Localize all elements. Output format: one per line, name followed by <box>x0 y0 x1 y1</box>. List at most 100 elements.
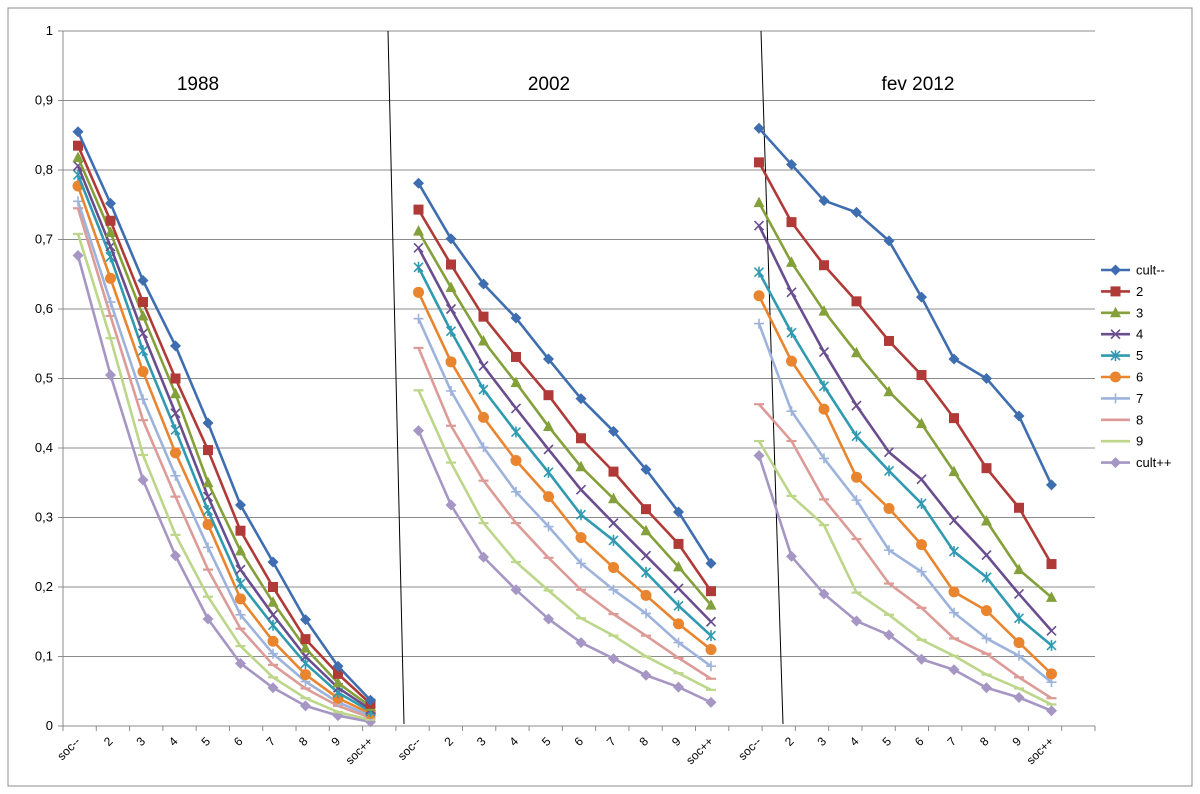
data-point <box>300 614 311 626</box>
series-9 <box>413 425 717 708</box>
series-7 <box>754 403 1057 700</box>
data-point <box>170 340 181 352</box>
data-point <box>705 557 717 569</box>
data-point <box>446 259 456 270</box>
y-tick-label: 0,3 <box>35 510 53 525</box>
data-point <box>72 249 84 261</box>
data-point <box>413 242 424 253</box>
series-8 <box>413 389 716 692</box>
data-point <box>575 532 587 544</box>
series-line <box>757 440 1053 706</box>
series-line <box>417 230 712 606</box>
data-point <box>202 491 214 502</box>
data-point <box>916 417 927 429</box>
panel-title: 2002 <box>528 74 570 95</box>
data-point <box>105 369 116 381</box>
panel-divider-line <box>387 30 405 725</box>
series-line <box>757 455 1052 712</box>
data-point <box>105 297 116 308</box>
data-point <box>268 648 278 659</box>
y-tick-label: 0,4 <box>35 440 53 455</box>
data-point <box>267 619 279 631</box>
data-point <box>819 260 829 271</box>
data-point <box>202 476 214 488</box>
legend-marker <box>1110 306 1121 318</box>
data-point <box>916 474 927 485</box>
data-point <box>1013 692 1025 704</box>
legend-label: 6 <box>1136 370 1143 385</box>
data-point <box>916 653 927 665</box>
legend-label: cult-- <box>1136 263 1165 278</box>
data-point <box>478 411 489 423</box>
data-point <box>478 384 489 396</box>
series-line <box>417 430 712 704</box>
data-point <box>300 651 311 662</box>
series-line <box>417 318 712 668</box>
y-tick-label: 0,6 <box>35 301 53 316</box>
panel-0 <box>72 126 376 728</box>
data-point <box>948 465 960 477</box>
data-point <box>673 618 684 630</box>
data-point <box>413 177 424 189</box>
data-point <box>705 630 717 642</box>
data-point <box>72 126 84 138</box>
data-point <box>948 664 960 676</box>
data-point <box>640 669 652 681</box>
data-point <box>818 403 830 415</box>
data-point <box>1046 591 1057 602</box>
series-3 <box>413 242 717 627</box>
data-point <box>510 403 522 414</box>
series-line <box>76 185 372 715</box>
chart-border <box>7 7 1193 787</box>
series-9 <box>753 450 1057 717</box>
data-point <box>608 425 619 437</box>
data-point <box>235 578 246 590</box>
legend-marker <box>1110 286 1121 297</box>
data-point <box>981 633 992 644</box>
data-point <box>105 272 116 284</box>
data-point <box>170 470 181 481</box>
data-point <box>543 613 554 625</box>
series-3 <box>753 220 1057 636</box>
data-point <box>575 484 587 495</box>
data-point <box>786 406 797 417</box>
data-point <box>705 616 717 627</box>
data-point <box>543 466 554 478</box>
legend-entry: 9 <box>1101 434 1143 449</box>
data-point <box>105 197 116 209</box>
legend-label: 7 <box>1136 391 1143 406</box>
data-point <box>1046 668 1057 680</box>
data-point <box>235 544 246 556</box>
series-line <box>76 145 372 705</box>
data-point <box>202 613 214 625</box>
data-point <box>413 204 424 215</box>
series-0 <box>72 126 376 706</box>
data-point <box>170 408 181 419</box>
data-point <box>851 495 862 506</box>
legend-marker <box>1110 393 1121 404</box>
data-point <box>543 521 554 532</box>
legend-entry: 5 <box>1101 348 1143 363</box>
series-line <box>758 127 1053 486</box>
data-point <box>413 261 424 273</box>
series-line <box>757 271 1053 647</box>
data-point <box>203 445 213 456</box>
series-9 <box>72 249 376 728</box>
y-tick-label: 0,1 <box>35 649 53 664</box>
data-point <box>300 669 311 681</box>
data-point <box>510 426 522 438</box>
data-point <box>511 351 521 362</box>
data-point <box>818 588 830 600</box>
data-point <box>1046 625 1057 636</box>
data-point <box>478 551 489 563</box>
data-point <box>753 196 765 208</box>
data-point <box>1046 639 1057 651</box>
series-0 <box>753 122 1057 491</box>
data-point <box>1013 563 1025 575</box>
data-point <box>1014 650 1024 661</box>
data-point <box>948 546 960 558</box>
data-point <box>510 584 522 596</box>
series-line <box>76 233 371 722</box>
data-point <box>511 486 521 497</box>
data-point <box>818 195 830 207</box>
